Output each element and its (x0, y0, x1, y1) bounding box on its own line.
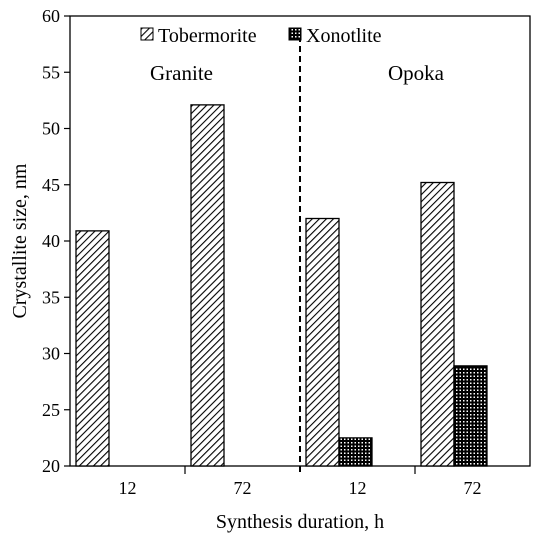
y-tick-label: 45 (42, 175, 60, 195)
x-tick-label: 12 (349, 478, 367, 498)
legend-swatch-xonotlite (288, 27, 302, 41)
bar-xonotlite (338, 437, 373, 467)
bar-xonotlite (453, 365, 488, 467)
legend-swatch-tobermorite (140, 27, 154, 41)
x-tick-label: 72 (464, 478, 482, 498)
group-label-opoka: Opoka (388, 61, 445, 85)
bars (75, 104, 488, 467)
y-tick-label: 60 (42, 6, 60, 26)
y-tick-label: 35 (42, 287, 60, 307)
y-tick-label: 40 (42, 231, 60, 251)
legend-label-xonotlite: Xonotlite (306, 25, 382, 47)
group-labels: Granite Opoka (150, 61, 445, 85)
y-tick-label: 50 (42, 119, 60, 139)
legend-label-tobermorite: Tobermorite (158, 25, 257, 47)
bar-tobermorite (75, 230, 110, 467)
bar-tobermorite (305, 217, 340, 467)
y-tick-label: 55 (42, 62, 60, 82)
y-tick-label: 20 (42, 456, 60, 476)
group-label-granite: Granite (150, 61, 213, 85)
x-axis-label: Synthesis duration, h (216, 511, 384, 533)
bar-tobermorite (420, 181, 455, 467)
legend: Tobermorite Xonotlite (140, 25, 382, 47)
axes: 20 25 30 35 40 45 50 55 60 12 72 12 72 (42, 6, 482, 498)
y-tick-label: 30 (42, 344, 60, 364)
x-tick-label: 12 (119, 478, 137, 498)
x-tick-label: 72 (234, 478, 252, 498)
y-tick-label: 25 (42, 400, 60, 420)
bar-tobermorite (190, 104, 225, 467)
y-axis-label: Crystallite size, nm (9, 163, 31, 318)
